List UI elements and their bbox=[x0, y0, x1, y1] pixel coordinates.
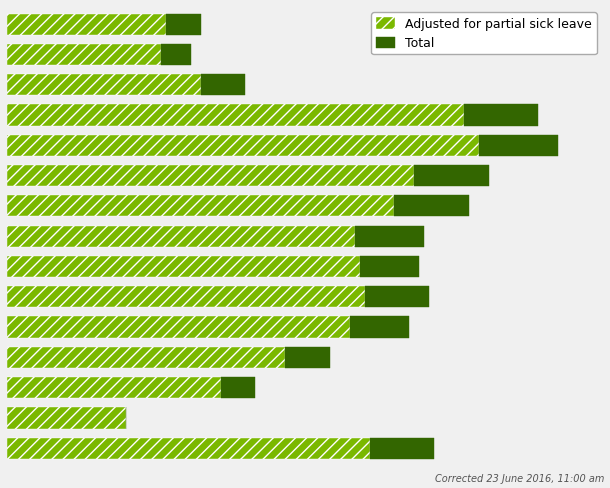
Bar bbox=[7, 407, 126, 428]
Bar bbox=[7, 256, 360, 278]
Bar bbox=[161, 45, 191, 66]
Bar bbox=[7, 45, 161, 66]
Legend: Adjusted for partial sick leave, Total: Adjusted for partial sick leave, Total bbox=[371, 13, 597, 55]
Bar bbox=[7, 377, 221, 398]
Bar bbox=[7, 15, 166, 36]
Bar bbox=[370, 438, 434, 459]
Bar bbox=[464, 105, 539, 126]
Bar bbox=[354, 226, 424, 247]
Bar bbox=[201, 75, 245, 96]
Bar bbox=[7, 286, 365, 308]
Bar bbox=[7, 196, 395, 217]
Bar bbox=[7, 135, 479, 157]
Bar bbox=[7, 317, 350, 338]
Bar bbox=[7, 165, 414, 187]
Bar bbox=[221, 377, 256, 398]
Bar bbox=[414, 165, 489, 187]
Bar bbox=[365, 286, 429, 308]
Bar bbox=[395, 196, 469, 217]
Bar bbox=[7, 438, 370, 459]
Bar bbox=[360, 256, 419, 278]
Bar bbox=[479, 135, 558, 157]
Bar bbox=[7, 75, 201, 96]
Bar bbox=[350, 317, 409, 338]
Text: Corrected 23 June 2016, 11:00 am: Corrected 23 June 2016, 11:00 am bbox=[434, 473, 604, 483]
Bar bbox=[166, 15, 201, 36]
Bar bbox=[7, 105, 464, 126]
Bar bbox=[7, 226, 354, 247]
Bar bbox=[7, 347, 285, 368]
Bar bbox=[285, 347, 330, 368]
